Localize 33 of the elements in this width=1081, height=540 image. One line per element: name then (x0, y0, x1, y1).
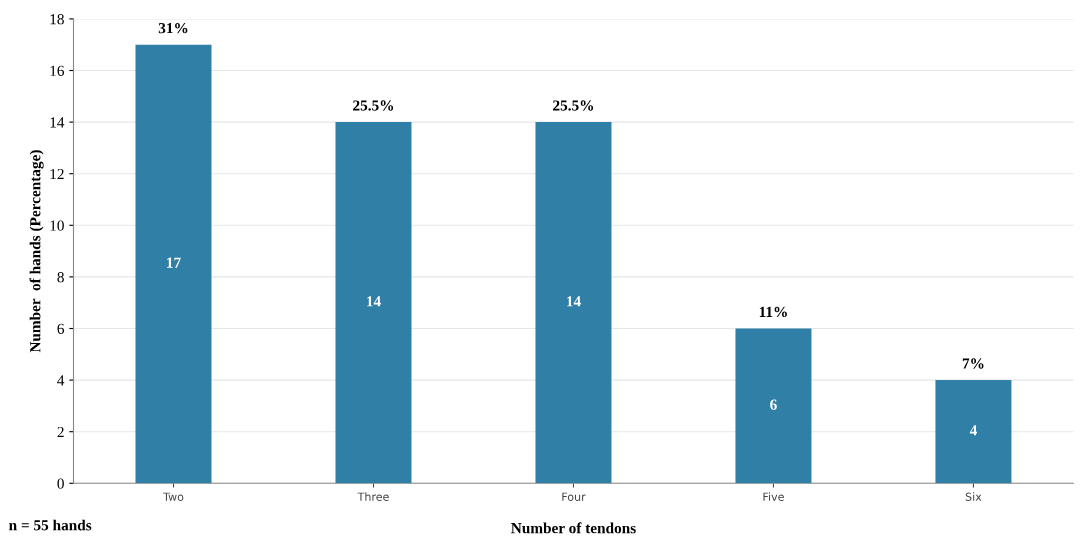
y-tick-label: 2 (57, 426, 64, 437)
bar (135, 44, 212, 484)
data-label: 6 (770, 399, 777, 410)
x-tick-label: Three (357, 492, 389, 501)
x-axis-title: Number of tendons (511, 522, 636, 534)
data-label: 14 (367, 296, 381, 307)
y-tick-label: 16 (50, 65, 65, 76)
data-label: 4 (969, 425, 977, 436)
y-tick-label: 18 (50, 14, 64, 25)
annotation: 31% (158, 22, 188, 34)
x-tick-label: Four (562, 492, 586, 501)
x-tick-label: Two (163, 492, 184, 501)
bar (735, 328, 812, 484)
y-tick-label: 6 (57, 323, 65, 334)
y-tick-label: 4 (57, 375, 65, 386)
bar (935, 380, 1012, 484)
text: n = 55 hands (9, 519, 92, 531)
bar (535, 122, 612, 484)
bar (335, 122, 412, 484)
y-tick-label: 0 (57, 478, 64, 489)
annotation: 25.5% (553, 100, 594, 111)
y-tick-label: 14 (50, 117, 65, 128)
data-label: 17 (167, 257, 181, 268)
annotation: 11% (759, 306, 787, 318)
y-tick-label: 10 (50, 220, 64, 231)
x-tick-label: Five (763, 492, 784, 501)
y-axis-title: Number of hands (Percentage) (29, 150, 44, 353)
annotation: 25.5% (353, 100, 394, 111)
y-tick-label: 8 (57, 272, 64, 283)
x-tick-label: Six (965, 492, 982, 501)
y-tick-label: 12 (50, 168, 64, 179)
annotation: 7% (962, 358, 984, 369)
data-label: 14 (567, 296, 581, 307)
